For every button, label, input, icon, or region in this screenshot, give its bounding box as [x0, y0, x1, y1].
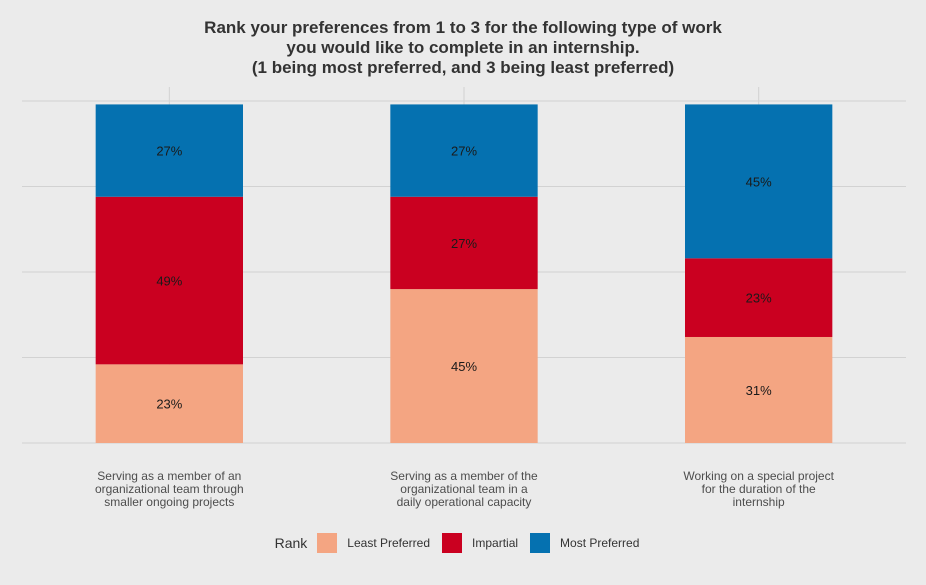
- bar-3-impartial: [685, 258, 833, 337]
- data-label-2-least-preferred: 45%: [451, 359, 477, 374]
- bar-1-least-preferred: [95, 364, 244, 443]
- bar-3-least-preferred: [685, 336, 833, 443]
- x-tick-label-3-line-1: Working on a special project: [683, 469, 834, 483]
- legend-item-impartial: Impartial: [442, 533, 518, 553]
- data-label-3-least-preferred: 31%: [746, 383, 772, 398]
- bar-1-most-preferred: [95, 104, 244, 197]
- data-label-1-least-preferred: 23%: [156, 397, 182, 412]
- legend-label-most-preferred: Most Preferred: [560, 536, 640, 550]
- x-tick-label-3: Working on a special project for the dura…: [683, 469, 834, 509]
- legend-item-least-preferred: Least Preferred: [317, 533, 430, 553]
- bar-2-most-preferred: [390, 104, 538, 197]
- legend-label-least-preferred: Least Preferred: [347, 536, 431, 550]
- chart-title-line-1: Rank your preferences from 1 to 3 for th…: [204, 18, 722, 37]
- x-tick-label-3-line-3: internship: [733, 495, 785, 509]
- bar-3-most-preferred: [685, 104, 833, 259]
- x-tick-label-3-line-2: for the duration of the: [702, 482, 816, 496]
- legend: Rank Least Preferred Impartial Most Pref…: [0, 533, 926, 553]
- bar-2-least-preferred: [390, 289, 538, 443]
- legend-swatch-impartial: [442, 533, 463, 553]
- chart-title-line-2: you would like to complete in an interns…: [286, 38, 640, 57]
- x-tick-label-2: Serving as a member of the organizational…: [390, 469, 538, 509]
- legend-title: Rank: [274, 535, 308, 551]
- legend-swatch-most-preferred: [530, 533, 551, 553]
- data-label-1-most-preferred: 27%: [156, 144, 182, 159]
- data-label-2-impartial: 27%: [451, 236, 477, 251]
- x-tick-label-2-line-3: daily operational capacity: [397, 495, 532, 509]
- data-label-1-impartial: 49%: [156, 274, 182, 289]
- x-tick-label-1-line-3: smaller ongoing projects: [104, 495, 234, 509]
- data-label-3-impartial: 23%: [746, 291, 772, 306]
- chart-title-line-3: (1 being most preferred, and 3 being lea…: [251, 58, 675, 77]
- bar-1-impartial: [95, 196, 244, 365]
- data-label-2-most-preferred: 27%: [451, 144, 477, 159]
- legend-swatch-least-preferred: [317, 533, 338, 553]
- chart-title: Rank your preferences from 1 to 3 for th…: [0, 18, 926, 78]
- x-tick-label-2-line-1: Serving as a member of the: [390, 469, 538, 483]
- x-tick-label-1-line-1: Serving as a member of an: [97, 469, 241, 483]
- legend-item-most-preferred: Most Preferred: [530, 533, 639, 553]
- x-tick-label-1: Serving as a member of an organizational …: [95, 469, 244, 509]
- data-label-3-most-preferred: 45%: [746, 174, 772, 189]
- x-tick-label-2-line-2: organizational team in a: [400, 482, 528, 496]
- x-tick-label-1-line-2: organizational team through: [95, 482, 244, 496]
- bar-2-impartial: [390, 196, 538, 290]
- legend-label-impartial: Impartial: [472, 536, 519, 550]
